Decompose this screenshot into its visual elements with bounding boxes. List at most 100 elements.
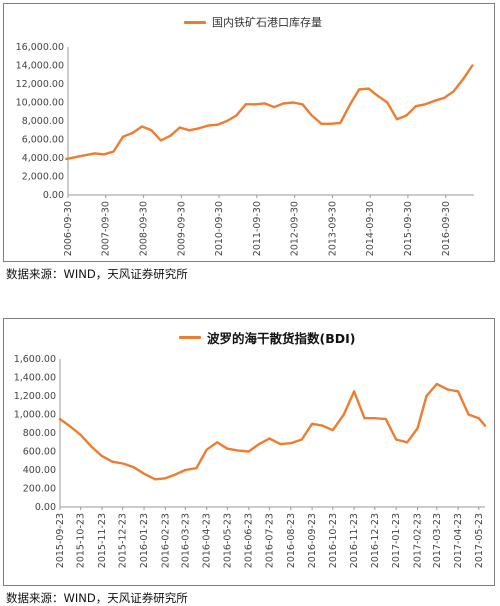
data-point <box>112 150 115 153</box>
data-point <box>311 422 314 425</box>
data-point <box>414 105 417 108</box>
x-tick-label: 2010-09-30 <box>214 201 225 256</box>
data-point <box>173 473 177 476</box>
data-point <box>247 450 250 453</box>
data-point <box>140 125 144 128</box>
x-tick-label: 2016-06-23 <box>244 513 255 568</box>
x-tick-label: 2015-10-23 <box>76 513 87 568</box>
data-point <box>339 121 342 124</box>
data-point <box>406 441 409 444</box>
series-line <box>65 64 474 161</box>
y-tick-label: 400.00 <box>23 465 56 476</box>
data-point <box>367 87 370 90</box>
data-point <box>65 157 68 160</box>
data-point <box>467 413 470 416</box>
data-point <box>150 129 153 132</box>
data-point <box>435 382 438 386</box>
data-point <box>452 90 455 93</box>
data-point <box>321 424 324 427</box>
y-tick-label: 800.00 <box>23 428 56 439</box>
data-point <box>348 104 351 107</box>
data-point <box>132 466 135 469</box>
data-point <box>188 129 191 132</box>
y-tick-label: 1,000.00 <box>14 410 56 421</box>
data-point <box>457 390 460 393</box>
x-tick-label: 2016-09-30 <box>441 201 452 256</box>
data-point <box>79 433 82 436</box>
data-point <box>443 96 446 99</box>
data-point <box>111 460 114 463</box>
y-tick-label: 14,000.00 <box>16 61 64 72</box>
data-point <box>373 417 376 420</box>
chart-2-title: 波罗的海干散货指数(BDI) <box>179 328 355 347</box>
data-point <box>320 122 323 125</box>
data-point <box>310 114 313 117</box>
data-point <box>184 468 187 472</box>
y-tick-label: 8,000.00 <box>22 116 64 127</box>
data-point <box>384 418 387 421</box>
x-tick-label: 2015-11-23 <box>97 513 108 568</box>
data-point <box>254 103 257 106</box>
x-tick-label: 2017-03-23 <box>432 513 443 568</box>
data-point <box>178 126 181 129</box>
data-point <box>258 443 261 446</box>
data-point <box>483 424 487 427</box>
y-tick-label: 0.00 <box>35 502 56 513</box>
data-point <box>206 124 210 127</box>
x-tick-label: 2015-09-30 <box>403 201 414 256</box>
data-point <box>263 102 266 105</box>
data-point <box>282 102 285 105</box>
x-tick-label: 2016-12-23 <box>370 513 381 568</box>
data-point <box>226 447 229 450</box>
x-tick-label: 2016-01-23 <box>139 513 150 568</box>
data-point <box>376 94 380 98</box>
x-tick-label: 2015-12-23 <box>118 513 129 568</box>
chart-panel-port-inventory: 国内铁矿石港口库存量 0.00 2,000.00 4,000.00 6,000.00 8… <box>3 3 495 262</box>
legend-swatch <box>184 20 206 24</box>
data-point <box>433 99 436 102</box>
x-tick-label: 2016-03-23 <box>180 513 191 568</box>
data-point <box>142 472 146 475</box>
data-point <box>289 442 292 445</box>
data-point <box>329 122 332 125</box>
legend-label: 国内铁矿石港口库存量 <box>212 16 322 29</box>
y-tick-label: 1,400.00 <box>14 373 56 384</box>
data-point <box>353 390 356 393</box>
data-point <box>121 135 125 138</box>
data-point <box>471 64 474 67</box>
data-point <box>58 418 62 421</box>
data-point <box>225 119 228 123</box>
data-point <box>205 448 208 451</box>
data-point <box>244 103 247 106</box>
x-tick-label: 2014-09-30 <box>365 201 376 256</box>
x-tick-label: 2016-09-23 <box>307 513 318 568</box>
data-point <box>93 152 96 155</box>
data-point <box>363 417 366 420</box>
data-point <box>195 467 198 470</box>
y-tick-label: 4,000.00 <box>22 153 64 164</box>
data-point <box>216 123 219 126</box>
data-point <box>237 449 240 452</box>
x-tick-label: 2017-02-23 <box>412 513 423 568</box>
data-point <box>342 413 345 416</box>
data-point <box>477 417 480 420</box>
y-tick-label: 16,000.00 <box>16 42 64 53</box>
x-tick-label: 2016-10-23 <box>328 513 339 568</box>
y-tick-label: 10,000.00 <box>16 98 64 109</box>
data-point <box>425 394 428 398</box>
x-tick-label: 2016-02-23 <box>160 513 171 568</box>
data-point <box>273 106 276 109</box>
x-tick-label: 2008-09-30 <box>139 201 150 256</box>
y-tick-label: 12,000.00 <box>16 79 64 90</box>
data-point <box>395 118 398 121</box>
x-tick-label: 2016-04-23 <box>202 513 213 568</box>
data-point <box>416 427 419 430</box>
chart-2-plot: 0.00 200.00 400.00 600.00 800.00 1,000.00 1,20… <box>14 354 487 568</box>
data-point <box>164 477 167 480</box>
data-point <box>292 101 295 104</box>
x-tick-label: 2015-09-23 <box>55 513 66 568</box>
data-point <box>461 78 464 81</box>
data-point <box>235 114 238 117</box>
x-tick-label: 2017-04-23 <box>453 513 464 568</box>
data-point <box>386 101 389 104</box>
